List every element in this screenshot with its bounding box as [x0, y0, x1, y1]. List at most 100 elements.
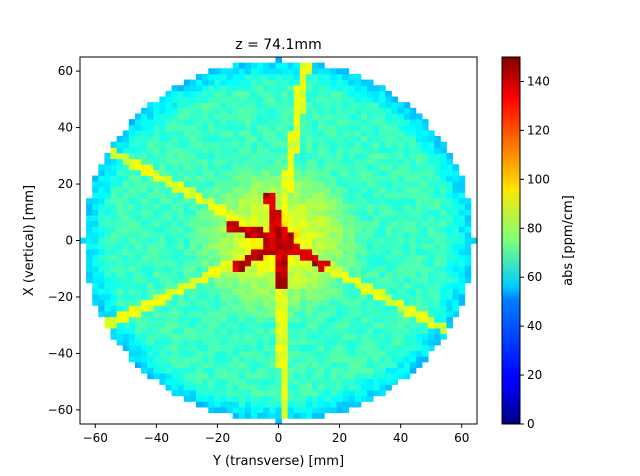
heatmap-cell: [159, 147, 166, 154]
heatmap-cell: [385, 339, 392, 346]
heatmap-cell: [98, 282, 105, 289]
heatmap-cell: [220, 277, 227, 284]
heatmap-cell: [428, 220, 435, 227]
heatmap-cell: [299, 356, 307, 363]
heatmap-cell: [251, 90, 258, 97]
heatmap-cell: [312, 215, 319, 222]
heatmap-cell: [324, 322, 331, 329]
heatmap-cell: [196, 299, 203, 306]
heatmap-cell: [171, 305, 179, 312]
heatmap-cell: [458, 209, 466, 216]
heatmap-cell: [318, 209, 325, 216]
heatmap-cell: [422, 124, 429, 131]
heatmap-cell: [324, 356, 331, 363]
heatmap-cell: [305, 136, 313, 143]
heatmap-cell: [287, 282, 295, 289]
heatmap-cell: [458, 243, 466, 250]
heatmap-cell: [299, 367, 307, 374]
heatmap-cell: [281, 282, 289, 289]
heatmap-cell: [415, 119, 423, 126]
heatmap-cell: [305, 237, 313, 244]
heatmap-cell: [232, 288, 240, 295]
heatmap-cell: [440, 141, 447, 148]
heatmap-cell: [202, 350, 209, 357]
heatmap-cell: [324, 68, 331, 75]
heatmap-cell: [281, 209, 289, 216]
heatmap-cell: [312, 158, 319, 165]
heatmap-cell: [312, 141, 319, 148]
heatmap-cell: [159, 243, 166, 250]
heatmap-cell: [183, 220, 191, 227]
heatmap-cell: [122, 328, 130, 335]
heatmap-cell: [116, 248, 124, 256]
heatmap-cell: [177, 384, 185, 391]
heatmap-cell: [287, 198, 295, 205]
heatmap-cell: [189, 169, 197, 176]
heatmap-cell: [330, 373, 337, 380]
heatmap-cell: [147, 124, 154, 131]
heatmap-cell: [153, 305, 160, 312]
heatmap-cell: [269, 328, 276, 335]
heatmap-cell: [214, 113, 221, 120]
heatmap-cell: [196, 203, 203, 210]
heatmap-cell: [281, 215, 289, 222]
heatmap-cell: [305, 271, 313, 278]
heatmap-cell: [367, 328, 374, 335]
heatmap-cell: [104, 260, 111, 267]
heatmap-cell: [214, 339, 221, 346]
heatmap-cell: [147, 282, 154, 289]
heatmap-cell: [385, 192, 392, 199]
heatmap-cell: [397, 215, 405, 222]
heatmap-cell: [263, 384, 270, 391]
heatmap-cell: [220, 203, 227, 210]
heatmap-cell: [189, 333, 197, 340]
heatmap-cell: [171, 271, 179, 278]
heatmap-cell: [287, 294, 295, 301]
heatmap-cell: [275, 85, 282, 92]
heatmap-cell: [434, 136, 441, 143]
heatmap-cell: [183, 356, 191, 363]
heatmap-cell: [287, 356, 295, 363]
x-tick-label: 0: [275, 431, 283, 445]
heatmap-cell: [318, 107, 325, 114]
heatmap-cell: [263, 401, 270, 408]
heatmap-cell: [116, 147, 124, 154]
heatmap-cell: [177, 107, 185, 114]
heatmap-cell: [305, 220, 313, 227]
heatmap-cell: [397, 243, 405, 250]
heatmap-cell: [428, 186, 435, 193]
heatmap-cell: [244, 113, 252, 120]
heatmap-cell: [141, 248, 148, 256]
heatmap-cell: [269, 271, 276, 278]
heatmap-cell: [232, 316, 240, 323]
heatmap-cell: [360, 90, 368, 97]
heatmap-cell: [196, 220, 203, 227]
heatmap-cell: [244, 203, 252, 210]
heatmap-cell: [312, 282, 319, 289]
heatmap-cell: [342, 390, 350, 397]
heatmap-cell: [293, 412, 301, 419]
heatmap-cell: [159, 119, 166, 126]
heatmap-cell: [403, 181, 411, 188]
heatmap-cell: [287, 305, 295, 312]
heatmap-cell: [330, 384, 337, 391]
heatmap-cell: [134, 316, 142, 323]
heatmap-cell: [293, 339, 301, 346]
heatmap-cell: [397, 333, 405, 340]
heatmap-cell: [202, 85, 209, 92]
heatmap-cell: [122, 294, 130, 301]
heatmap-cell: [244, 367, 252, 374]
heatmap-cell: [287, 175, 295, 182]
heatmap-cell: [165, 96, 173, 103]
heatmap-cell: [165, 361, 173, 368]
heatmap-cell: [342, 333, 350, 340]
heatmap-cell: [244, 186, 252, 193]
heatmap-cell: [434, 141, 441, 148]
heatmap-cell: [263, 339, 270, 346]
heatmap-cell: [214, 265, 221, 272]
heatmap-cell: [232, 130, 240, 137]
heatmap-cell: [373, 294, 380, 301]
heatmap-cell: [324, 130, 331, 137]
heatmap-cell: [232, 254, 240, 261]
heatmap-cell: [305, 147, 313, 154]
